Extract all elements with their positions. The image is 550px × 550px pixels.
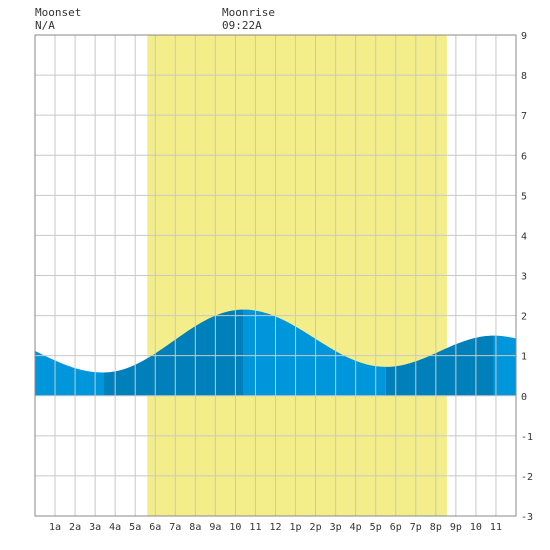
plot-border [34,34,517,517]
x-tick-label: 11 [490,522,502,533]
x-tick-label: 4p [350,522,362,533]
moonset-label: Moonset [35,6,82,19]
y-tick-label: -2 [521,472,533,483]
x-tick-label: 2a [69,522,81,533]
y-tick-label: 2 [521,312,527,323]
x-tick-label: 2p [310,522,322,533]
x-tick-label: 4a [109,522,121,533]
y-tick-label: 4 [521,231,527,242]
x-tick-label: 10 [470,522,482,533]
y-tick-label: -1 [521,432,533,443]
moonrise-time: 09:22A [222,19,262,32]
x-tick-label: 10 [229,522,241,533]
x-tick-label: 8p [430,522,442,533]
tide-segment-falling [493,335,516,396]
y-tick-label: 0 [521,392,527,403]
x-tick-label: 5p [370,522,382,533]
x-tick-label: 6p [390,522,402,533]
x-tick-label: 12 [269,522,281,533]
moonset-time: N/A [35,19,55,32]
y-tick-label: 3 [521,272,527,283]
y-tick-label: 9 [521,31,527,42]
moonrise-label: Moonrise [222,6,275,19]
grid-lines [34,34,517,517]
tide-segment-rising [385,335,494,396]
tide-segment-falling [35,350,104,396]
y-tick-label: 7 [521,111,527,122]
x-tick-label: 3a [89,522,101,533]
x-tick-label: 1a [49,522,61,533]
tide-segment-falling [243,309,386,396]
x-tick-label: 5a [129,522,141,533]
y-tick-label: 1 [521,352,527,363]
x-tick-label: 9p [450,522,462,533]
tide-segment-rising [103,309,244,396]
x-tick-label: 11 [249,522,261,533]
x-tick-label: 3p [330,522,342,533]
y-tick-label: -3 [521,512,533,523]
x-tick-label: 8a [189,522,201,533]
x-tick-label: 9a [209,522,221,533]
x-tick-label: 7a [169,522,181,533]
x-tick-label: 1p [290,522,302,533]
y-tick-label: 8 [521,71,527,82]
y-tick-label: 5 [521,191,527,202]
x-tick-label: 6a [149,522,161,533]
x-tick-label: 7p [410,522,422,533]
tide-area [35,309,516,396]
y-tick-label: 6 [521,151,527,162]
